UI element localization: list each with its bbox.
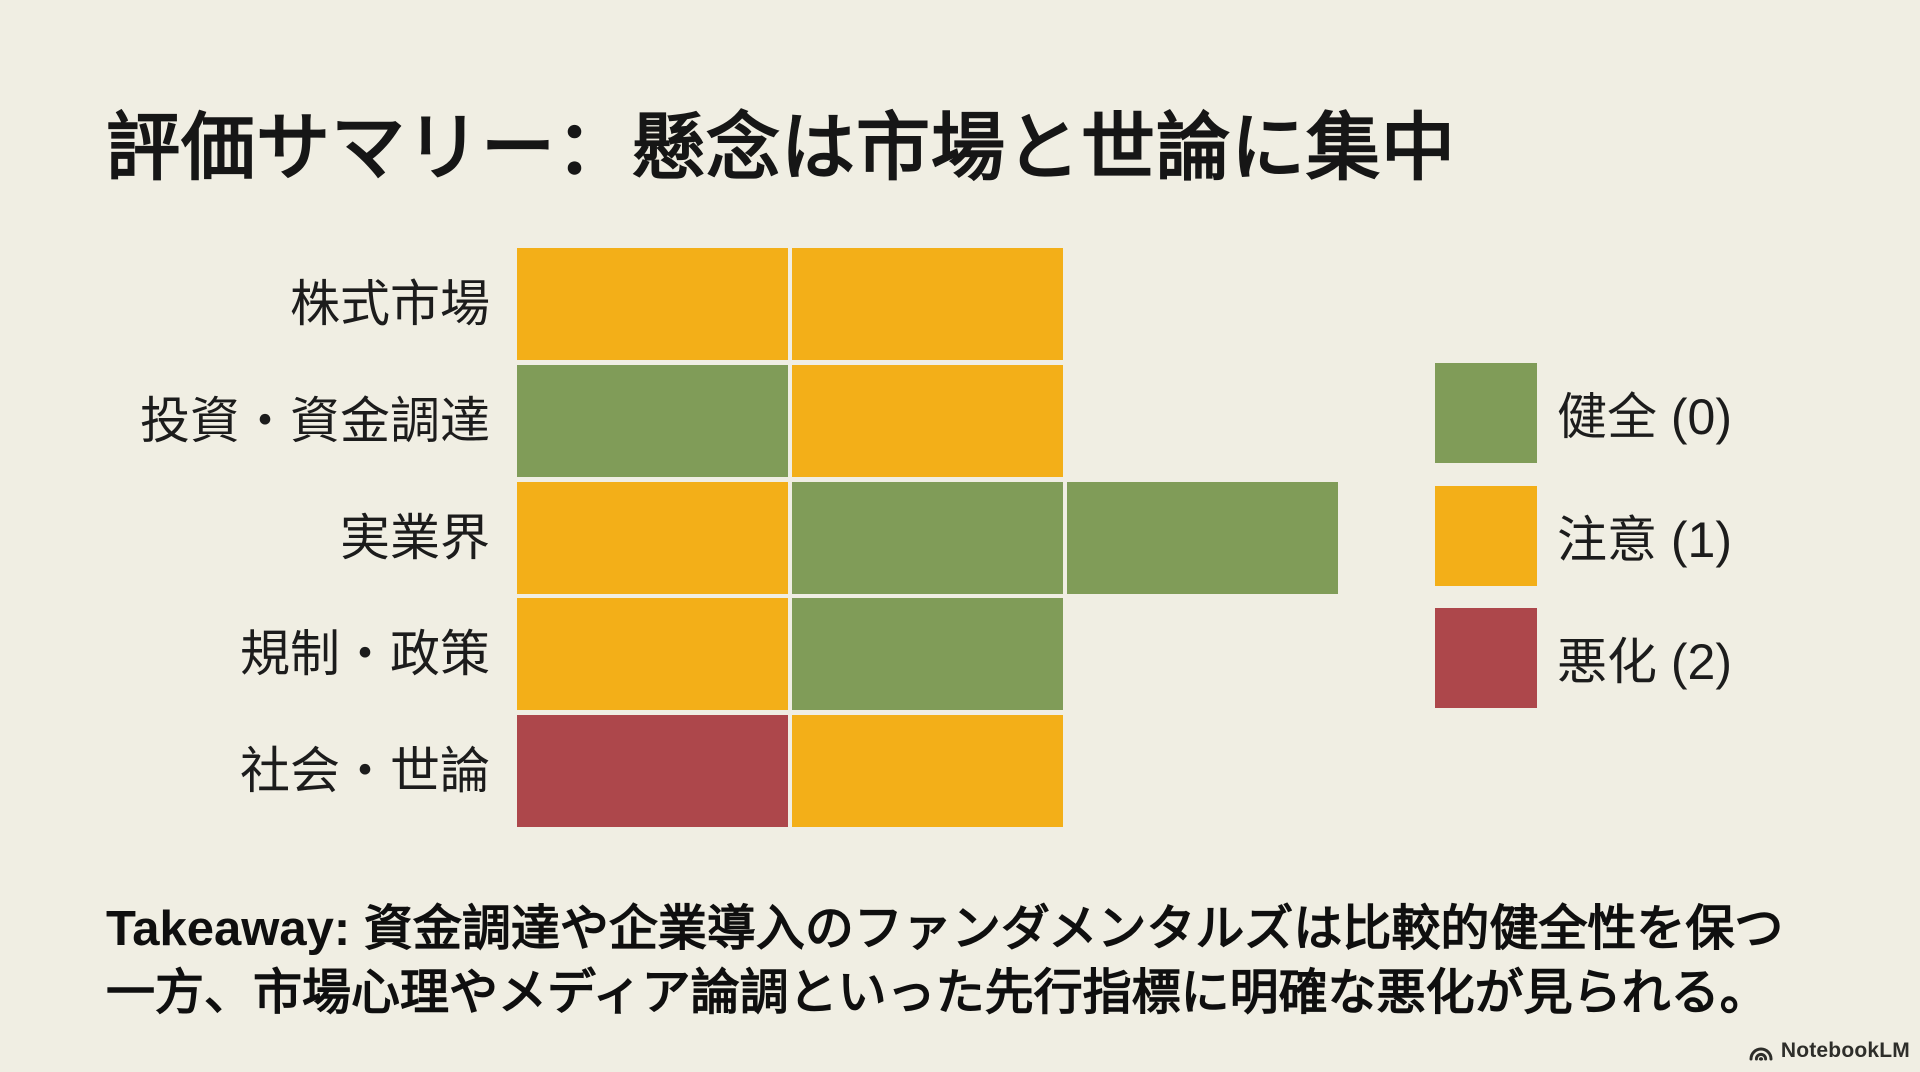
takeaway-line-1: Takeaway: 資金調達や企業導入のファンダメンタルズは比較的健全性を保つ (106, 902, 1784, 956)
legend-label-worsening: 悪化 (2) (1557, 634, 1732, 690)
notebooklm-watermark: NotebookLM (1748, 1039, 1910, 1063)
heatmap-cell (792, 598, 1063, 710)
legend-swatch-worsening (1435, 608, 1537, 708)
heatmap-cell (1067, 482, 1338, 594)
heatmap-cell (517, 248, 788, 360)
heatmap-row-label: 規制・政策 (240, 626, 490, 682)
takeaway-line-2: 一方、市場心理やメディア論調といった先行指標に明確な悪化が見られる。 (106, 966, 1769, 1020)
legend-swatch-caution (1435, 486, 1537, 586)
heatmap-cell (517, 715, 788, 827)
heatmap-cell (517, 598, 788, 710)
legend-swatch-healthy (1435, 363, 1537, 463)
slide-title: 評価サマリー：懸念は市場と世論に集中 (106, 108, 1456, 190)
heatmap-row-label: 社会・世論 (240, 743, 490, 799)
heatmap-cell (792, 248, 1063, 360)
legend-label-healthy: 健全 (0) (1557, 389, 1732, 445)
legend-item-caution: 注意 (1) (1435, 486, 1732, 586)
heatmap-cell (517, 365, 788, 477)
notebooklm-logo-icon (1749, 1047, 1773, 1061)
heatmap-row-label: 実業界 (340, 510, 490, 566)
watermark-label: NotebookLM (1780, 1039, 1910, 1062)
heatmap-cell (517, 482, 788, 594)
legend-item-healthy: 健全 (0) (1435, 363, 1732, 463)
legend-label-caution: 注意 (1) (1557, 512, 1732, 568)
takeaway-text: Takeaway: 資金調達や企業導入のファンダメンタルズは比較的健全性を保つ一… (106, 897, 1783, 1025)
heatmap-cell (792, 715, 1063, 827)
heatmap-row-label: 投資・資金調達 (140, 393, 490, 449)
heatmap-row-label: 株式市場 (290, 276, 490, 332)
legend-item-worsening: 悪化 (2) (1435, 608, 1732, 708)
heatmap-cell (792, 482, 1063, 594)
heatmap-cell (792, 365, 1063, 477)
